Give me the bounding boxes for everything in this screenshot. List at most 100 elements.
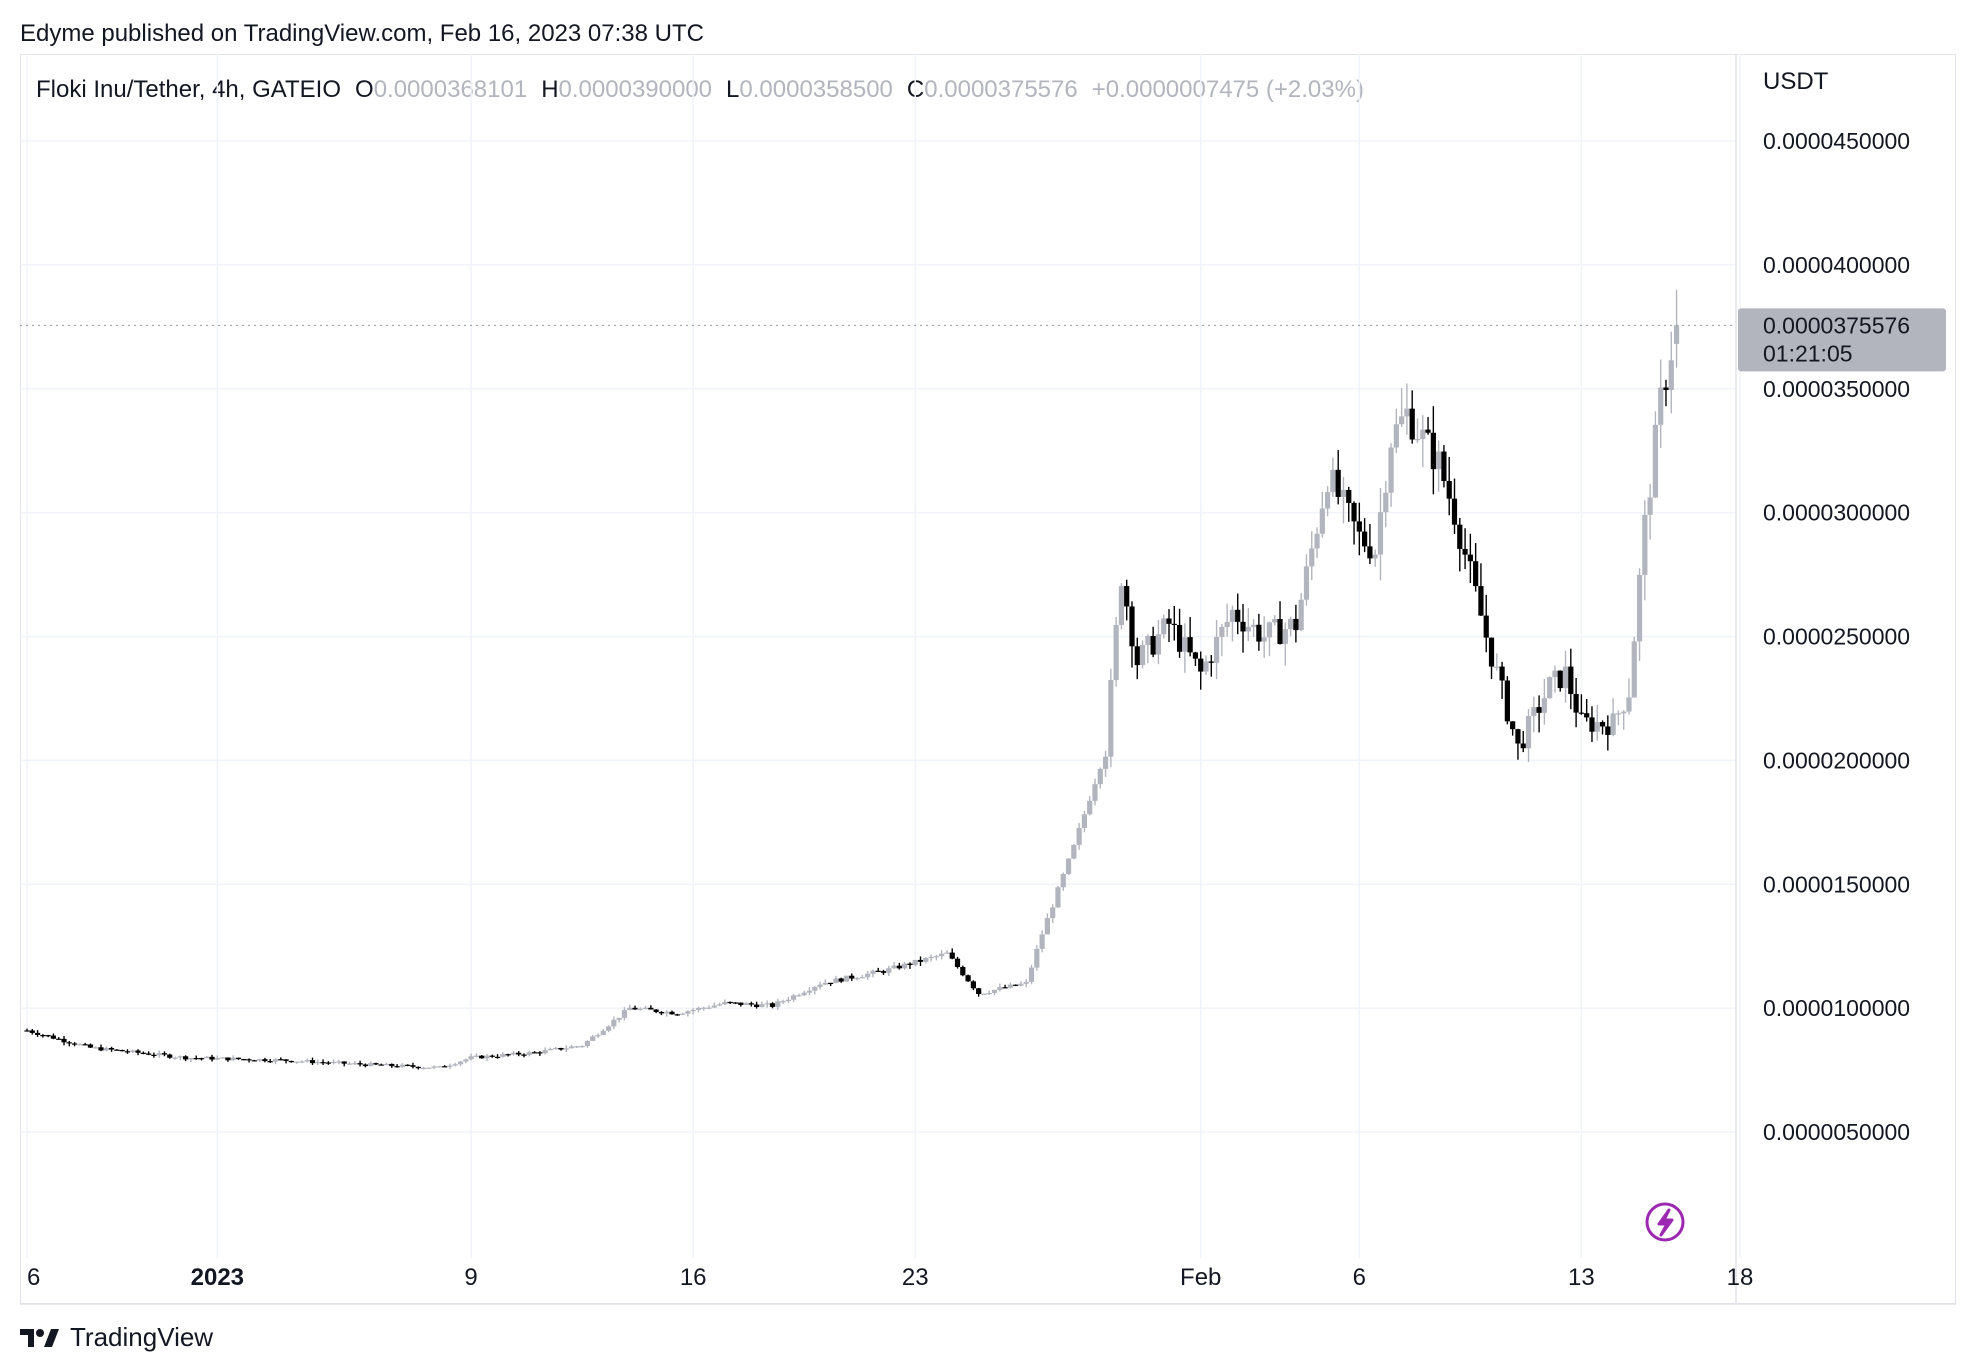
- candle: [1161, 614, 1167, 639]
- candle-body: [368, 1063, 374, 1067]
- candle: [399, 1063, 405, 1068]
- candle: [674, 1013, 680, 1016]
- candle: [563, 1045, 569, 1052]
- candle-body: [886, 968, 892, 973]
- candle-body: [373, 1063, 379, 1065]
- candle-body: [473, 1055, 479, 1057]
- candle: [77, 1043, 83, 1046]
- candle-body: [1541, 698, 1547, 713]
- candle-body: [1023, 981, 1029, 984]
- candle: [574, 1045, 580, 1048]
- candle-body: [1372, 554, 1378, 559]
- candle: [690, 1008, 696, 1015]
- candle-body: [257, 1059, 263, 1061]
- candle-body: [156, 1053, 162, 1056]
- candle-body: [537, 1052, 543, 1054]
- candle: [976, 987, 982, 997]
- candle: [775, 998, 781, 1011]
- candle-body: [415, 1066, 421, 1069]
- candle: [1494, 653, 1500, 671]
- candle: [1050, 904, 1056, 924]
- candle: [1113, 617, 1119, 687]
- candle-body: [896, 965, 902, 969]
- candle-body: [151, 1054, 157, 1056]
- candle: [246, 1058, 252, 1063]
- time-tick-label: 18: [1727, 1264, 1754, 1291]
- candle-body: [214, 1057, 220, 1060]
- candle: [140, 1051, 146, 1055]
- candle: [299, 1060, 305, 1064]
- candle: [1536, 695, 1542, 733]
- candle-body: [1568, 666, 1574, 694]
- candle: [531, 1051, 538, 1054]
- candle-body: [1293, 618, 1299, 631]
- candle: [553, 1046, 559, 1050]
- candle-body: [600, 1030, 606, 1035]
- candle-body: [309, 1060, 316, 1064]
- candle-body: [574, 1046, 580, 1048]
- candle: [188, 1057, 194, 1063]
- candle: [1425, 417, 1431, 435]
- candle: [352, 1060, 358, 1065]
- candle: [1071, 844, 1077, 860]
- candle-body: [1213, 636, 1220, 663]
- candle: [1531, 696, 1537, 733]
- candle-body: [796, 995, 802, 997]
- candle: [1610, 698, 1616, 737]
- candle-body: [66, 1042, 72, 1044]
- candle-body: [1599, 722, 1606, 727]
- candle: [1145, 634, 1151, 664]
- candle: [1351, 501, 1357, 545]
- candle: [838, 977, 844, 983]
- candle: [1568, 648, 1574, 710]
- candle: [500, 1052, 506, 1058]
- candle-body: [352, 1063, 358, 1065]
- footer-brand[interactable]: TradingView: [20, 1322, 213, 1353]
- candle: [1430, 406, 1436, 495]
- candle: [1573, 678, 1579, 728]
- candle: [463, 1058, 469, 1064]
- candle-body: [119, 1049, 125, 1052]
- candle-body: [405, 1064, 411, 1066]
- candle-body: [50, 1035, 57, 1039]
- candle-body: [1007, 984, 1013, 988]
- candle-body: [997, 987, 1003, 990]
- candle-body: [1150, 635, 1156, 655]
- candle-body: [431, 1066, 437, 1068]
- candle: [1060, 872, 1066, 891]
- candle-body: [621, 1010, 628, 1018]
- candle-body: [907, 963, 913, 966]
- candle-body: [1303, 566, 1310, 600]
- candle: [722, 999, 728, 1006]
- candle-body: [1388, 447, 1394, 493]
- candle-body: [1536, 707, 1542, 713]
- candle-body: [981, 993, 987, 995]
- candle: [1515, 728, 1521, 760]
- candle-body: [420, 1067, 427, 1070]
- candle: [66, 1040, 72, 1047]
- candle: [362, 1063, 368, 1068]
- candle-body: [1102, 756, 1109, 769]
- open-label: O: [355, 76, 374, 103]
- candle: [854, 977, 860, 981]
- candle: [717, 1002, 723, 1007]
- candle-body: [584, 1040, 591, 1047]
- candle: [817, 981, 823, 990]
- flash-icon[interactable]: [1645, 1202, 1685, 1242]
- symbol-title[interactable]: Floki Inu/Tether, 4h, GATEIO: [36, 76, 342, 103]
- candle: [843, 975, 850, 982]
- candle: [822, 979, 828, 985]
- candle: [907, 962, 913, 969]
- candle-body: [320, 1062, 326, 1064]
- candle-body: [1631, 641, 1637, 698]
- candle-body: [1594, 722, 1600, 732]
- candle-body: [1124, 586, 1130, 607]
- candle: [1594, 704, 1600, 741]
- candle: [82, 1042, 88, 1046]
- candle-body: [341, 1061, 347, 1064]
- candle: [45, 1034, 51, 1038]
- candle-body: [230, 1057, 236, 1061]
- candle-body: [1547, 677, 1553, 699]
- candle: [1076, 822, 1082, 850]
